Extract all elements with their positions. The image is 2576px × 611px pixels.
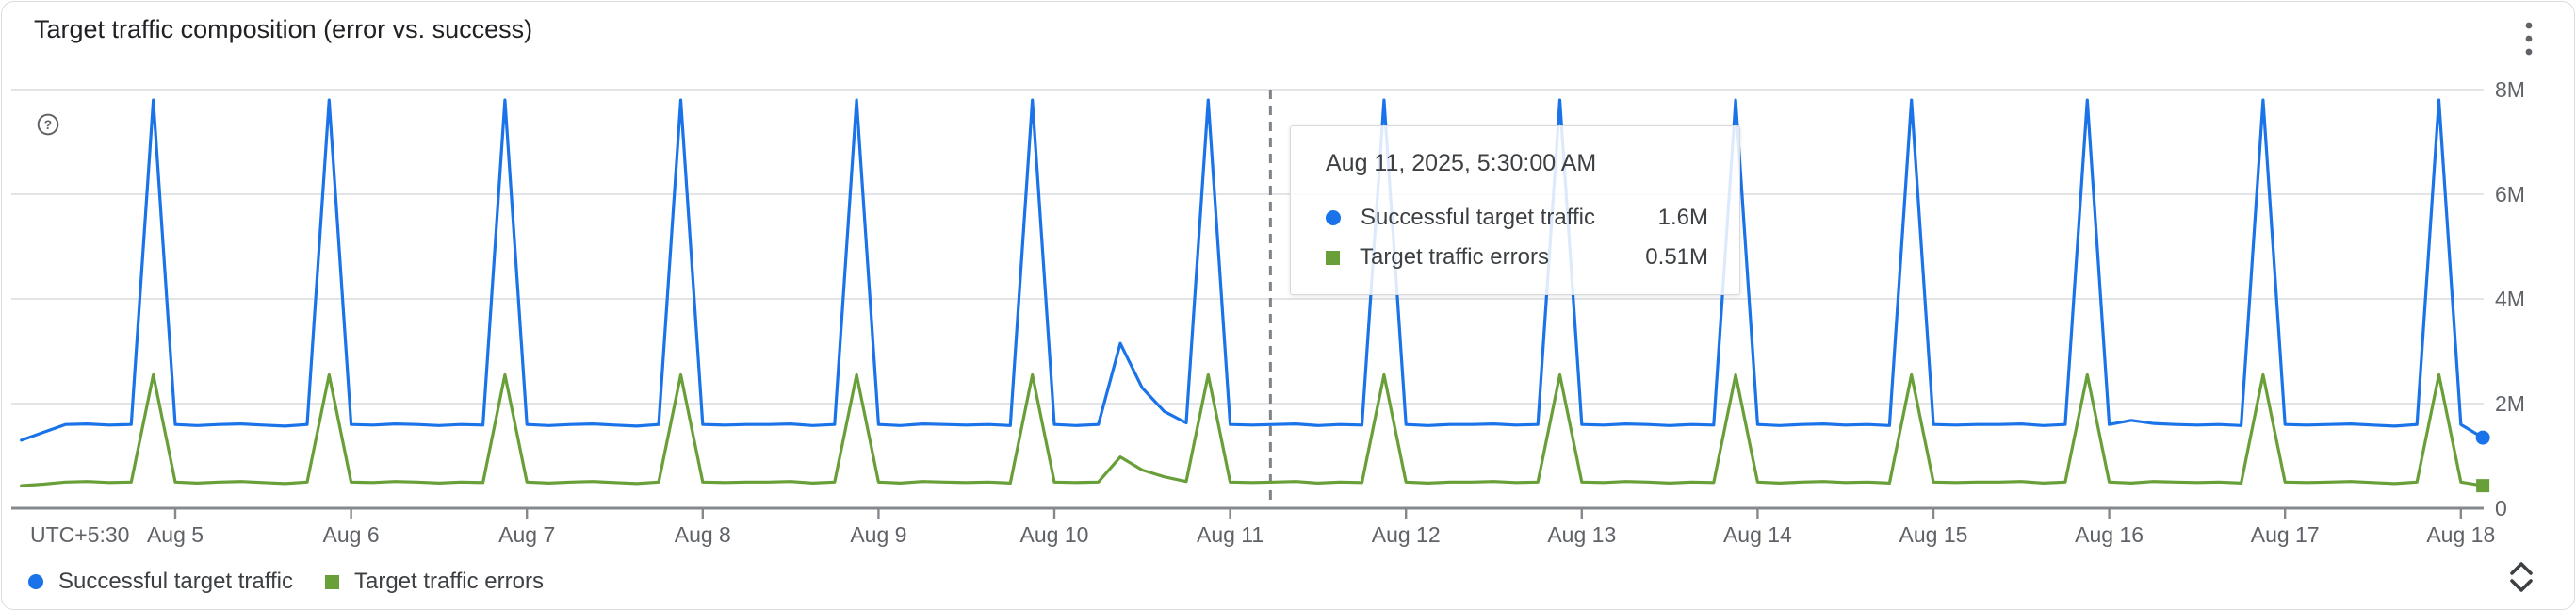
tooltip-row-success: Successful target traffic 1.6M <box>1326 198 1708 238</box>
error-series-end-marker <box>2476 479 2490 493</box>
tooltip-success-value: 1.6M <box>1657 205 1708 230</box>
x-axis-label: Aug 10 <box>1020 522 1089 547</box>
y-gridlines: 0 2M 4M 6M 8M <box>11 77 2525 520</box>
x-axis-label: Aug 17 <box>2251 522 2320 547</box>
chart-title: Target traffic composition (error vs. su… <box>34 15 533 43</box>
y-axis-label: 0 <box>2495 496 2507 520</box>
kebab-vertical-icon <box>2525 22 2533 56</box>
x-axis-label: Aug 18 <box>2426 522 2495 547</box>
x-axis-label: Aug 9 <box>850 522 906 547</box>
x-axis: Aug 5 Aug 6 Aug 7 Aug 8 Aug 9 Aug 10 Aug 11 Aug… <box>11 506 2495 547</box>
legend-errors-label: Target traffic errors <box>354 569 544 594</box>
legend-item-traffic-errors[interactable]: Target traffic errors <box>325 569 544 595</box>
chart-legend: Successful target traffic Target traffic… <box>28 569 544 595</box>
expand-collapse-button[interactable] <box>2501 554 2542 600</box>
error-series-square-icon <box>1326 250 1340 265</box>
tooltip-errors-label: Target traffic errors <box>1360 244 1549 270</box>
error-series-square-icon <box>325 574 339 589</box>
chart-options-button[interactable] <box>2508 13 2550 66</box>
success-series-dot-icon <box>28 574 43 589</box>
tooltip-row-errors: Target traffic errors 0.51M <box>1326 238 1708 277</box>
tooltip-errors-value: 0.51M <box>1645 244 1708 270</box>
y-axis-label: 6M <box>2495 182 2525 206</box>
y-axis-label: 8M <box>2495 77 2525 102</box>
legend-successful-label: Successful target traffic <box>58 569 293 594</box>
help-button[interactable]: ? <box>30 107 66 142</box>
svg-text:?: ? <box>44 118 52 132</box>
success-series-line <box>20 98 2485 442</box>
x-axis-label: Aug 14 <box>1723 522 1792 547</box>
timezone-label: UTC+5:30 <box>30 522 129 547</box>
x-axis-label: Aug 6 <box>323 522 380 547</box>
y-axis-label: 4M <box>2495 287 2525 311</box>
success-series-dot-icon <box>1326 210 1341 225</box>
error-series-line <box>20 372 2485 487</box>
y-axis-label: 2M <box>2495 391 2525 416</box>
help-circle-icon: ? <box>37 113 59 136</box>
success-series-end-marker <box>2475 430 2490 445</box>
x-axis-label: Aug 15 <box>1899 522 1968 547</box>
tooltip-success-label: Successful target traffic <box>1361 205 1595 230</box>
x-axis-label: Aug 8 <box>675 522 731 547</box>
x-axis-label: Aug 16 <box>2075 522 2144 547</box>
unfold-more-icon <box>2510 562 2533 592</box>
x-axis-label: Aug 7 <box>498 522 555 547</box>
x-axis-label: Aug 12 <box>1372 522 1441 547</box>
chart-tooltip: Aug 11, 2025, 5:30:00 AM Successful targ… <box>1290 125 1740 295</box>
x-axis-label: Aug 13 <box>1547 522 1616 547</box>
tooltip-date: Aug 11, 2025, 5:30:00 AM <box>1326 150 1597 176</box>
x-axis-label: Aug 11 <box>1197 522 1264 547</box>
legend-item-successful-traffic[interactable]: Successful target traffic <box>28 569 293 595</box>
x-axis-label: Aug 5 <box>147 522 204 547</box>
